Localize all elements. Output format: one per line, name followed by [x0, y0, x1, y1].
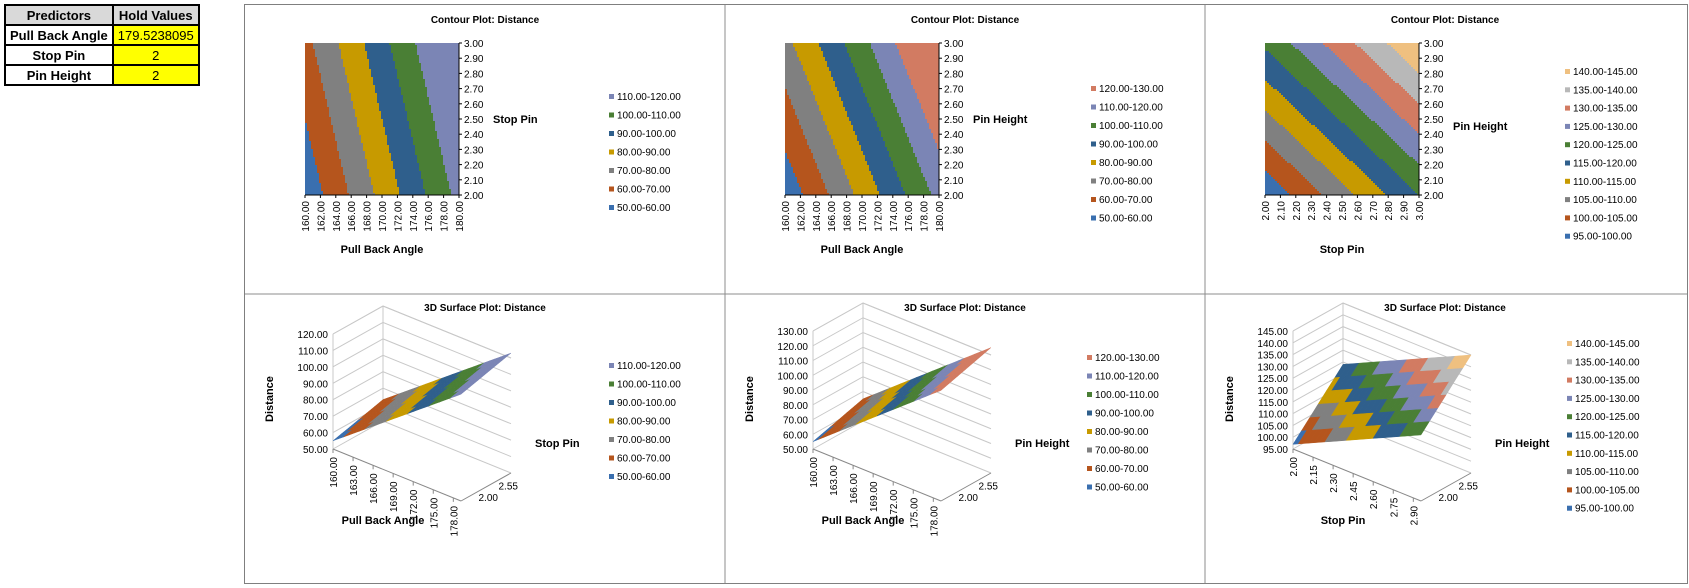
table-row: Stop Pin 2: [5, 45, 199, 65]
predictor-name: Pin Height: [5, 65, 113, 85]
hold-value-cell[interactable]: 2: [113, 65, 199, 85]
contour-bands: [305, 43, 460, 196]
predictor-name: Pull Back Angle: [5, 25, 113, 45]
predictor-name: Stop Pin: [5, 45, 113, 65]
predictors-header: Predictors: [5, 5, 113, 25]
hold-value-cell[interactable]: 2: [113, 45, 199, 65]
hold-values-table: Predictors Hold Values Pull Back Angle 1…: [4, 4, 200, 86]
hold-value-cell[interactable]: 179.5238095: [113, 25, 199, 45]
hold-table-header-row: Predictors Hold Values: [5, 5, 199, 25]
table-row: Pin Height 2: [5, 65, 199, 85]
hold-values-header: Hold Values: [113, 5, 199, 25]
table-row: Pull Back Angle 179.5238095: [5, 25, 199, 45]
chart-title: Contour Plot: Distance: [431, 15, 540, 26]
